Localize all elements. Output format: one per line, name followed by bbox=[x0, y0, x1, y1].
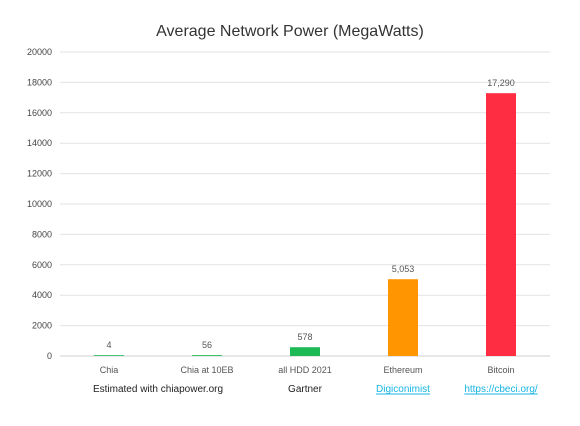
y-tick-label: 2000 bbox=[32, 321, 52, 331]
gridlines bbox=[60, 51, 550, 357]
bar bbox=[94, 355, 124, 356]
chart-title: Average Network Power (MegaWatts) bbox=[156, 23, 424, 40]
category-label: Chia bbox=[100, 365, 119, 375]
y-tick-label: 6000 bbox=[32, 260, 52, 270]
y-tick-label: 18000 bbox=[27, 77, 52, 87]
data-labels: 4 56 578 5,053 17,290 bbox=[106, 78, 514, 350]
category-label: all HDD 2021 bbox=[278, 365, 332, 375]
data-label: 5,053 bbox=[392, 264, 415, 274]
data-label: 17,290 bbox=[487, 78, 515, 88]
bar bbox=[192, 355, 222, 356]
y-tick-label: 20000 bbox=[27, 47, 52, 57]
y-tick-label: 14000 bbox=[27, 138, 52, 148]
y-tick-label: 4000 bbox=[32, 290, 52, 300]
y-axis-ticks: 0 2000 4000 6000 8000 10000 12000 14000 16000 180… bbox=[27, 47, 52, 361]
bar bbox=[388, 279, 418, 356]
category-label: Chia at 10EB bbox=[180, 365, 233, 375]
source-link[interactable]: https://cbeci.org/ bbox=[464, 384, 538, 395]
data-label: 578 bbox=[297, 332, 312, 342]
data-label: 4 bbox=[106, 340, 111, 350]
y-tick-label: 8000 bbox=[32, 229, 52, 239]
source-link[interactable]: Digiconimist bbox=[376, 384, 430, 395]
data-label: 56 bbox=[202, 340, 212, 350]
source-labels: Estimated with chiapower.org Gartner Digic… bbox=[93, 384, 538, 395]
y-tick-label: 0 bbox=[47, 351, 52, 361]
category-label: Ethereum bbox=[383, 365, 422, 375]
source-label: Estimated with chiapower.org bbox=[93, 384, 223, 395]
bar bbox=[290, 347, 320, 356]
category-labels: Chia Chia at 10EB all HDD 2021 Ethereum Bitc… bbox=[100, 365, 515, 375]
y-tick-label: 16000 bbox=[27, 108, 52, 118]
y-tick-label: 12000 bbox=[27, 169, 52, 179]
bars bbox=[94, 93, 516, 356]
source-label: Gartner bbox=[288, 384, 323, 395]
category-label: Bitcoin bbox=[487, 365, 514, 375]
bar bbox=[486, 93, 516, 356]
y-tick-label: 10000 bbox=[27, 199, 52, 209]
